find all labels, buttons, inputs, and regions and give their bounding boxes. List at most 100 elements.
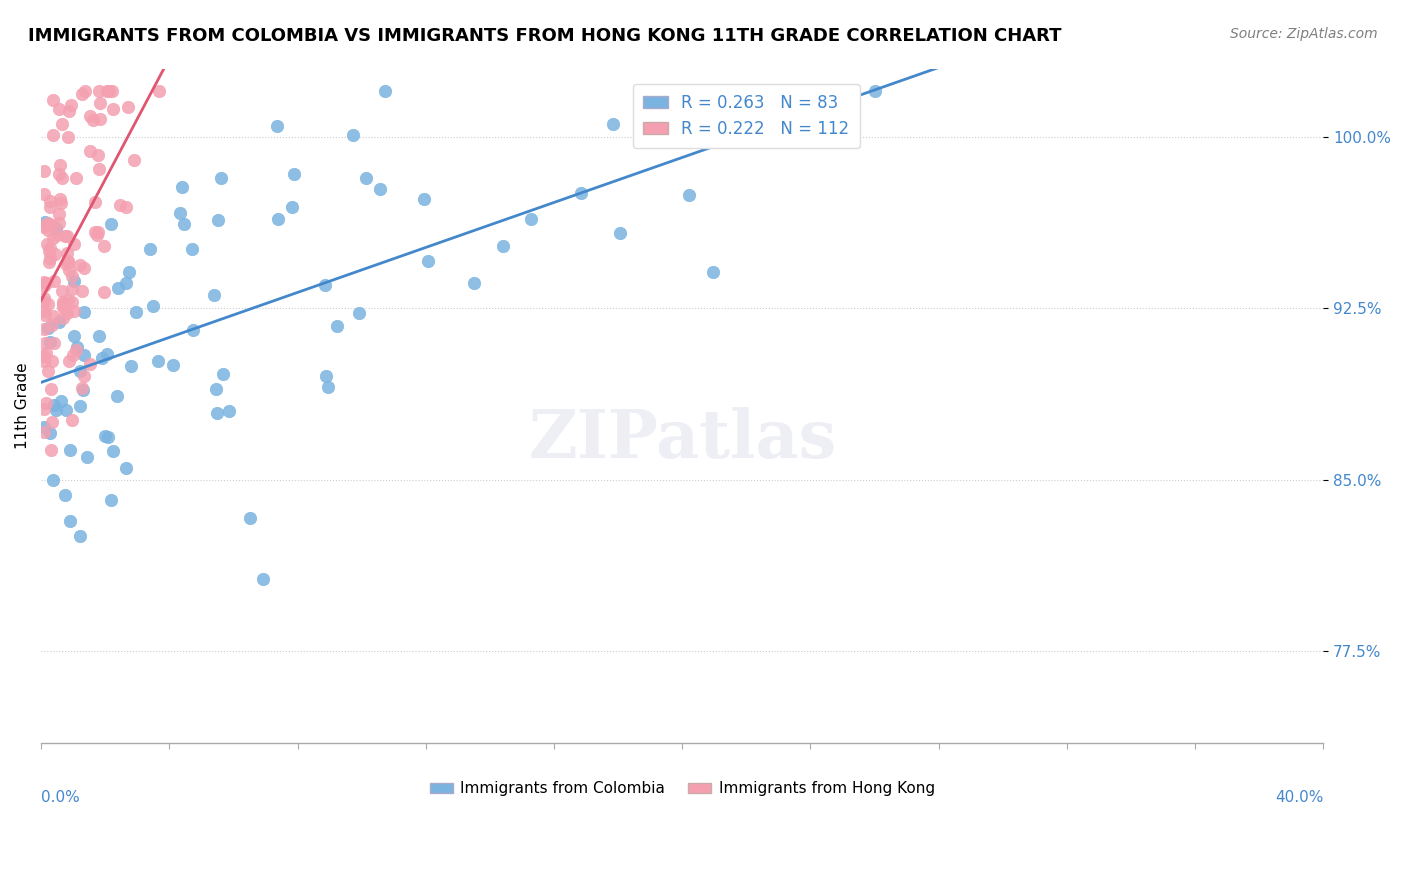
Point (82, 112, 104, 127)
Point (34, 187, 56, 202)
Point (89, 84, 111, 98)
Point (86, 228, 108, 243)
Point (37, 222, 59, 236)
Point (38, 252, 60, 266)
Point (49, 192, 72, 206)
Point (602, 117, 624, 131)
Point (169, 206, 191, 220)
Point (34, 336, 56, 351)
Point (34, 275, 56, 289)
Point (39, 426, 62, 441)
Point (87, 148, 110, 162)
Point (212, 367, 235, 381)
Point (42, 309, 65, 323)
Point (51, 171, 73, 186)
Point (60, 268, 83, 283)
Point (34, 349, 56, 363)
Point (412, 192, 434, 206)
Point (34, 304, 56, 318)
Point (52, 311, 75, 326)
Point (316, 380, 339, 394)
Point (70, 284, 93, 298)
Point (148, 354, 170, 368)
Point (44, 247, 66, 261)
Point (56, 229, 79, 244)
Point (209, 171, 232, 186)
Point (118, 265, 141, 279)
Point (69, 529, 91, 543)
Point (100, 84, 122, 98)
Point (96, 347, 118, 361)
Point (42, 93, 65, 107)
Point (34, 425, 56, 439)
Point (120, 359, 142, 374)
Point (51, 284, 73, 298)
Point (62, 329, 84, 343)
Point (65, 171, 87, 186)
Point (79, 109, 101, 123)
Point (125, 304, 148, 318)
Point (34, 219, 56, 234)
Point (117, 99, 139, 113)
Point (39, 334, 62, 349)
Point (34, 163, 56, 178)
Point (108, 198, 131, 212)
Point (93, 429, 115, 443)
Point (107, 281, 129, 295)
Point (139, 242, 162, 256)
Point (39, 442, 62, 457)
Point (281, 200, 304, 214)
Point (53, 299, 76, 313)
Point (97, 430, 120, 444)
Point (38, 244, 60, 258)
Point (37, 321, 59, 335)
Point (34, 218, 56, 232)
Point (101, 443, 124, 458)
Point (59, 515, 82, 529)
Point (42, 336, 65, 351)
Point (55, 402, 77, 417)
Text: ZIPatlas: ZIPatlas (529, 407, 837, 472)
Point (63, 304, 86, 318)
Point (73, 84, 96, 98)
Point (702, 265, 724, 279)
Point (48, 167, 70, 181)
Point (79, 144, 101, 158)
Point (69, 364, 91, 378)
Point (60, 413, 83, 427)
Point (492, 239, 515, 253)
Text: Source: ZipAtlas.com: Source: ZipAtlas.com (1230, 27, 1378, 41)
Point (34, 396, 56, 410)
Point (41, 219, 63, 233)
Point (49, 158, 72, 172)
Point (62, 274, 84, 288)
Point (45, 220, 67, 235)
Point (96, 84, 118, 98)
Point (34, 294, 56, 309)
Point (46, 228, 69, 243)
Point (115, 461, 138, 475)
Point (34, 401, 56, 416)
Point (180, 242, 202, 256)
Point (41, 473, 63, 487)
Point (35, 346, 58, 360)
Point (252, 572, 274, 586)
Point (87, 329, 110, 343)
Point (115, 276, 138, 290)
Point (148, 84, 170, 98)
Point (326, 318, 349, 333)
Point (84, 195, 107, 210)
Point (91, 351, 114, 366)
Point (39, 200, 62, 214)
Point (42, 274, 65, 288)
Point (60, 282, 83, 296)
Point (53, 228, 76, 243)
Point (48, 216, 70, 230)
Point (58, 262, 80, 277)
Point (73, 348, 96, 362)
Point (56, 130, 79, 145)
Y-axis label: 11th Grade: 11th Grade (15, 362, 30, 449)
Point (89, 112, 111, 127)
Point (520, 212, 543, 227)
Point (63, 237, 86, 252)
